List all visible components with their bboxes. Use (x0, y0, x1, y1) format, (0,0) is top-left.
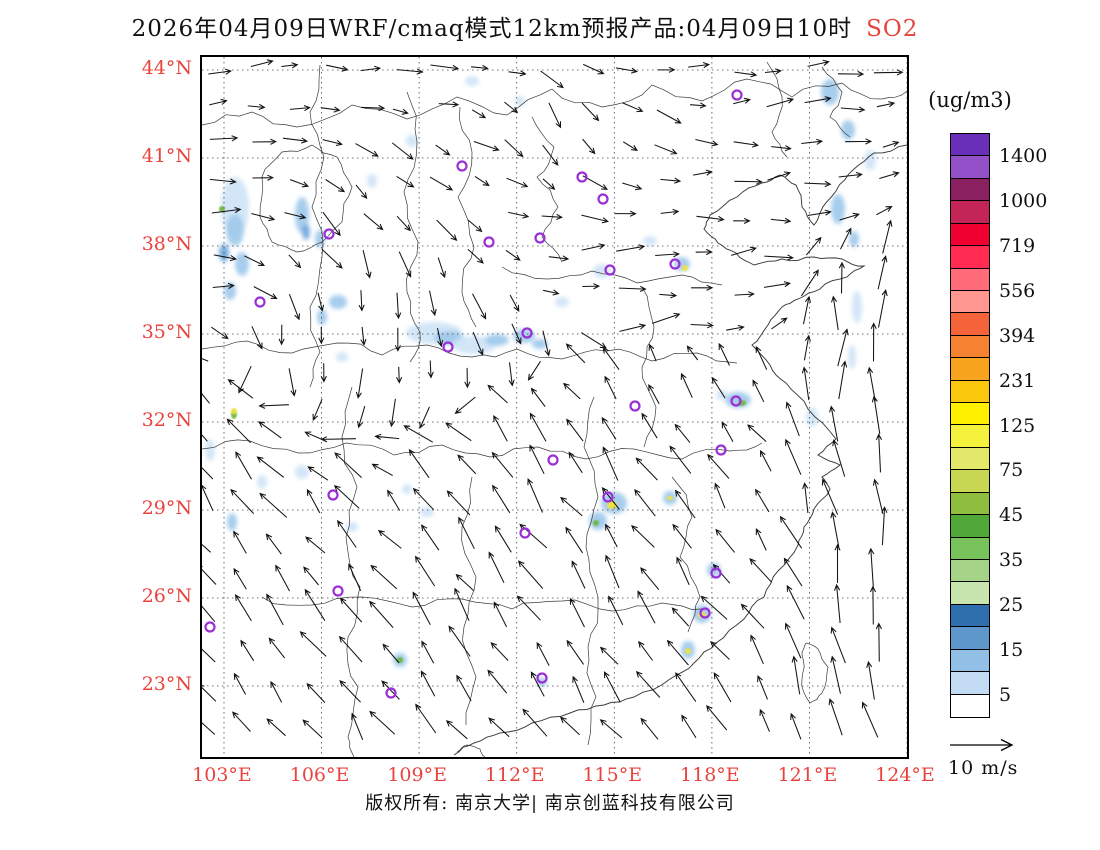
lon-label: 118°E (680, 764, 740, 786)
colorbar-tick-label: 75 (999, 459, 1024, 482)
colorbar-band (951, 537, 989, 561)
colorbar-tick-label: 1000 (999, 190, 1048, 213)
colorbar-tick-label: 45 (999, 504, 1024, 527)
colorbar-band (951, 672, 989, 695)
lon-label: 103°E (192, 764, 252, 786)
wind-reference: 10 m/s (948, 736, 1038, 779)
lat-label: 23°N (141, 673, 192, 695)
wind-reference-label: 10 m/s (948, 757, 1019, 779)
colorbar-band (951, 134, 989, 157)
map-panel (200, 55, 909, 759)
colorbar-band (951, 515, 989, 538)
city-marker (547, 454, 559, 466)
colorbar-band (951, 694, 989, 717)
colorbar-band (951, 560, 989, 583)
city-marker (521, 327, 533, 339)
city-marker (442, 341, 454, 353)
city-marker (604, 264, 616, 276)
forecast-title-text: 2026年04月09日WRF/cmaq模式12km预报产品:04月09日10时 (131, 16, 853, 42)
city-marker (332, 585, 344, 597)
city-marker (669, 258, 681, 270)
city-marker (710, 567, 722, 579)
colorbar-band (951, 223, 989, 247)
city-marker (576, 171, 588, 183)
lon-label: 124°E (875, 764, 935, 786)
city-marker (323, 228, 335, 240)
colorbar-unit-label: (ug/m3) (928, 88, 1012, 112)
city-marker (597, 193, 609, 205)
colorbar-tick-label: 5 (999, 683, 1012, 706)
lat-label: 38°N (141, 233, 192, 255)
copyright-text: 版权所有: 南京大学| 南京创蓝科技有限公司 (365, 793, 735, 814)
wind-reference-arrow (950, 738, 1014, 752)
colorbar-tick-label: 25 (999, 593, 1024, 616)
colorbar-band (951, 627, 989, 650)
lat-label: 41°N (141, 145, 192, 167)
colorbar-band (951, 246, 989, 269)
city-marker (536, 672, 548, 684)
city-marker (534, 232, 546, 244)
colorbar-band (951, 380, 989, 404)
colorbar-band (951, 470, 989, 493)
city-marker (483, 236, 495, 248)
lat-label: 26°N (141, 585, 192, 607)
colorbar-band (951, 268, 989, 291)
colorbar-band (951, 156, 989, 179)
city-marker (327, 489, 339, 501)
colorbar-band (951, 335, 989, 359)
graticule (202, 57, 907, 757)
colorbar-band (951, 290, 989, 314)
city-marker (629, 400, 641, 412)
colorbar-tick-label: 15 (999, 638, 1024, 661)
city-marker (731, 89, 743, 101)
city-marker (715, 444, 727, 456)
lon-label: 121°E (777, 764, 838, 786)
lon-label: 109°E (387, 764, 447, 786)
colorbar-band (951, 425, 989, 448)
city-marker (730, 395, 742, 407)
colorbar-band (951, 201, 989, 224)
colorbar-tick-label: 719 (999, 235, 1036, 258)
colorbar-band (951, 492, 989, 516)
city-marker (204, 621, 216, 633)
colorbar-band (951, 313, 989, 336)
colorbar-tick-label: 35 (999, 549, 1024, 572)
city-marker (456, 160, 468, 172)
city-marker (602, 491, 614, 503)
colorbar-tick-label: 394 (999, 324, 1036, 347)
lon-label: 106°E (289, 764, 350, 786)
colorbar: 1400 1000 719 556 394 231 125 75 45 35 25 15 5 (950, 133, 1047, 718)
colorbar-tick-label: 125 (999, 414, 1036, 437)
city-markers (204, 89, 743, 699)
colorbar-tick-label: 556 (999, 279, 1036, 302)
lat-label: 44°N (141, 57, 192, 79)
wind-vector-field (202, 59, 904, 740)
city-marker (385, 687, 397, 699)
species-label: SO2 (866, 16, 919, 42)
colorbar-band (951, 649, 989, 673)
colorbar-band (951, 582, 989, 605)
colorbar-tick-label: 1400 (999, 145, 1048, 168)
colorbar-band (951, 403, 989, 426)
colorbar-band (951, 358, 989, 381)
lat-label: 35°N (141, 321, 192, 343)
lat-label: 29°N (141, 497, 192, 519)
lon-label: 115°E (582, 764, 643, 786)
city-marker (254, 296, 266, 308)
colorbar-band (951, 604, 989, 628)
lon-label: 112°E (484, 764, 545, 786)
forecast-title: 2026年04月09日WRF/cmaq模式12km预报产品:04月09日10时 S… (0, 9, 1050, 43)
colorbar-tick-label: 231 (999, 369, 1036, 392)
lat-label: 32°N (141, 409, 192, 431)
city-marker (699, 607, 711, 619)
city-marker (519, 527, 531, 539)
colorbar-band (951, 447, 989, 471)
province-boundaries (202, 61, 907, 757)
map-canvas (202, 57, 907, 757)
colorbar-band (951, 178, 989, 202)
so2-hotspot-layer (219, 206, 746, 663)
